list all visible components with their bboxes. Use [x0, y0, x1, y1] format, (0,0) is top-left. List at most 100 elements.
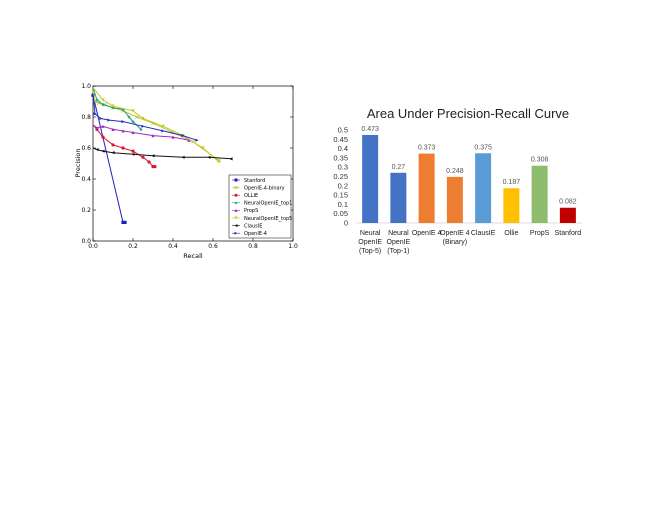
pr-xtick-label: 0.2	[128, 243, 138, 250]
pr-point-ollie	[147, 160, 151, 164]
pr-point-neuralopenie-top1	[127, 115, 131, 119]
bar-ytick-label: 0.25	[333, 172, 348, 181]
bar-ytick-label: 0.35	[333, 153, 348, 162]
pr-point-ollie	[121, 146, 125, 150]
bar-value-label: 0.308	[531, 157, 549, 164]
pr-point-clausie	[207, 155, 211, 159]
legend-marker-props	[234, 208, 238, 212]
legend-marker-openie-4	[234, 231, 238, 235]
bar-ytick-label: 0.2	[338, 181, 348, 190]
legend-marker-neuralopenie-top1	[234, 201, 238, 205]
bar-category-label: OpenIE	[387, 239, 411, 246]
pr-series-line-ollie	[92, 124, 155, 168]
legend-marker-openie-4-binary	[234, 185, 238, 190]
pr-point-clausie	[229, 157, 233, 161]
pr-point-openie-4	[93, 112, 97, 116]
bar	[362, 135, 379, 223]
bar-category-label: Stanford	[555, 230, 582, 237]
bar-value-label: 0.373	[418, 145, 436, 152]
pr-point-openie-4	[107, 118, 111, 122]
pr-point-props	[95, 126, 99, 130]
pr-point-openie-4	[121, 120, 125, 124]
bar-category-label: Ollie	[504, 230, 518, 237]
pr-point-ollie	[101, 135, 105, 139]
bar	[390, 172, 407, 223]
pr-point-openie-4	[99, 116, 103, 121]
pr-point-props	[171, 135, 175, 139]
bar-category-label: OpenIE 4	[412, 230, 442, 237]
pr-point-stanford	[121, 220, 125, 224]
bar-ytick-label: 0.4	[338, 144, 348, 153]
pr-point-props	[151, 134, 155, 138]
legend-marker-neuralopenie-top5	[234, 216, 238, 220]
bar	[418, 153, 435, 223]
legend-label-stanford: Stanford	[244, 178, 265, 184]
pr-point-clausie	[111, 151, 115, 155]
pr-point-neuralopenie-top5	[161, 124, 165, 128]
bar-category-label: OpenIE 4	[440, 230, 470, 237]
pr-point-openie-4	[161, 129, 165, 133]
bar	[531, 165, 548, 223]
bar-ytick-label: 0.5	[338, 126, 348, 135]
pr-point-clausie	[151, 154, 155, 158]
bar-category-label: Neural	[388, 230, 409, 237]
bar-value-label: 0.27	[392, 164, 406, 171]
pr-point-neuralopenie-top1	[95, 98, 99, 102]
pr-xtick-label: 0.4	[168, 243, 178, 250]
bar-category-label: PropS	[530, 230, 550, 237]
pr-xtick-label: 1.0	[288, 243, 298, 250]
pr-point-openie-4	[195, 138, 199, 142]
legend-label-openie-4-binary: OpenIE-4-binary	[244, 185, 285, 191]
legend-label-ollie: OLLIE	[244, 193, 258, 199]
pr-point-openie-4-binary	[135, 115, 139, 119]
pr-point-props	[187, 138, 191, 142]
legend-marker-clausie	[234, 224, 238, 228]
bar	[503, 188, 520, 223]
bar-ytick-label: 0.05	[333, 209, 348, 218]
pr-point-neuralopenie-top1	[131, 119, 135, 124]
legend-label-clausie: ClausIE	[244, 223, 262, 229]
pr-point-ollie	[111, 143, 115, 147]
bar-category-label: ClausIE	[471, 230, 496, 237]
bar-category-label: Neural	[360, 230, 381, 237]
pr-xtick-label: 0.6	[208, 243, 218, 250]
bar-value-label: 0.082	[559, 199, 577, 206]
pr-point-neuralopenie-top5	[101, 98, 105, 102]
pr-ytick-label: 0.6	[81, 145, 91, 152]
pr-xtick-label: 0.0	[88, 243, 98, 250]
bar	[475, 153, 492, 223]
pr-ytick-label: 0.4	[81, 176, 91, 183]
bar-ytick-label: 0.45	[333, 135, 348, 144]
bar-ytick-label: 0.1	[338, 200, 348, 209]
pr-xtick-label: 0.8	[248, 243, 258, 250]
pr-point-openie-4-binary	[121, 108, 125, 113]
pr-point-clausie	[181, 155, 185, 159]
bar	[559, 207, 576, 223]
pr-ytick-label: 0.0	[81, 238, 91, 245]
pr-point-openie-4	[181, 134, 185, 138]
legend-label-neuralopenie-top5: NeuralOpenIE_top5	[244, 216, 292, 222]
bar-ytick-label: 0.15	[333, 191, 348, 200]
bar-value-label: 0.473	[361, 126, 379, 133]
bar-ytick-label: 0	[344, 219, 348, 228]
pr-ytick-label: 0.2	[81, 207, 91, 214]
pr-point-props	[111, 127, 115, 131]
pr-series-line-neuralopenie-top1	[92, 87, 142, 130]
legend-marker-stanford	[234, 178, 238, 182]
pr-point-props	[121, 129, 125, 133]
bar-value-label: 0.375	[474, 144, 492, 151]
pr-point-stanford	[123, 220, 127, 224]
bar-category-label: (Binary)	[443, 239, 468, 246]
pr-legend-box	[228, 174, 292, 239]
pr-ytick-label: 0.8	[81, 114, 91, 121]
pr-point-neuralopenie-top1	[139, 127, 143, 132]
bar	[446, 176, 463, 223]
pr-point-neuralopenie-top5	[141, 116, 145, 121]
pr-point-neuralopenie-top5	[111, 104, 115, 108]
bar-chart-title: Area Under Precision-Recall Curve	[367, 106, 569, 121]
pr-point-props	[131, 130, 135, 135]
pr-point-neuralopenie-top1	[121, 107, 125, 112]
pr-point-openie-4	[141, 124, 145, 128]
pr-point-ollie	[141, 155, 145, 159]
